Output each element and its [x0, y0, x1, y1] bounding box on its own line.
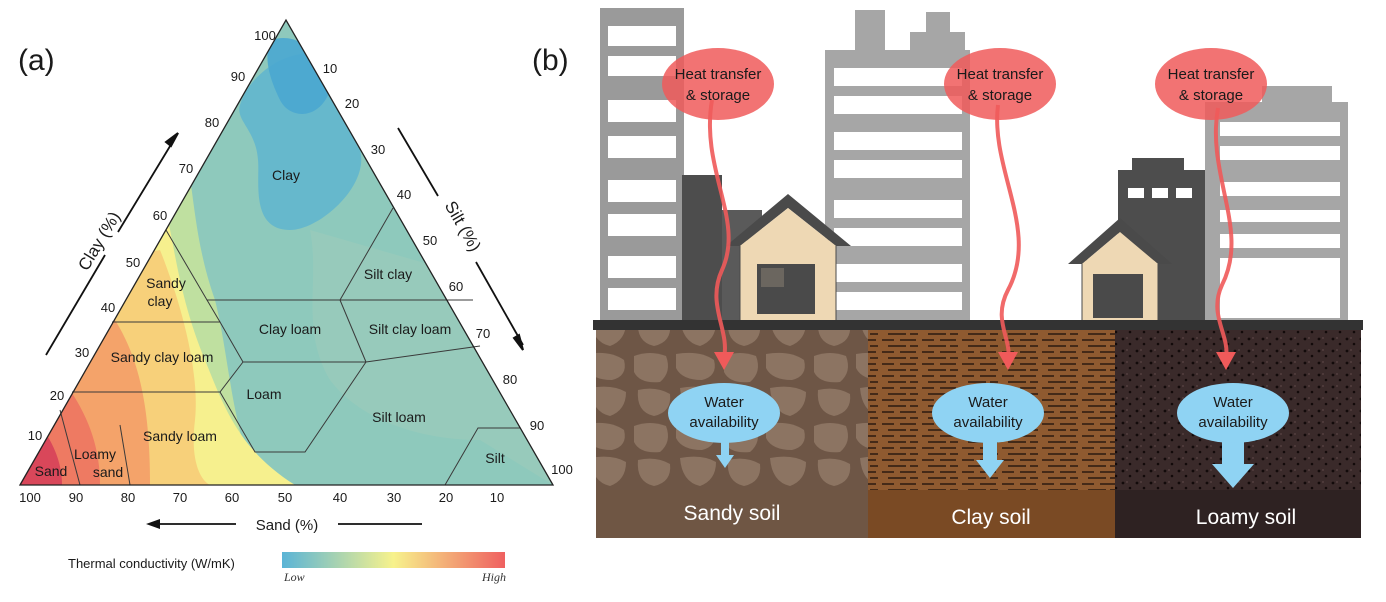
soil-names: Sandy soil Clay soil Loamy soil [684, 502, 1297, 529]
sand-tick: 60 [225, 490, 239, 505]
class-labels: Clay Sandy clay Silt clay Clay loam Silt… [35, 167, 505, 480]
heat-label-line1: Heat transfer [675, 66, 762, 83]
class-sandy-loam: Sandy loam [143, 428, 217, 444]
ground-surface [593, 320, 1363, 330]
class-silt: Silt [485, 450, 505, 466]
class-silt-clay: Silt clay [364, 266, 412, 282]
building-windows [608, 26, 676, 310]
legend-low: Low [283, 570, 305, 584]
water-label-line2: availability [689, 414, 759, 431]
silt-tick: 50 [423, 233, 437, 248]
water-label-line1: Water [1213, 394, 1252, 411]
panel-a-label: (a) [18, 44, 55, 77]
loamy-soil-band [1115, 490, 1361, 538]
heat-labels: Heat transfer & storage Heat transfer & … [662, 48, 1267, 120]
water-label-line2: availability [1198, 414, 1268, 431]
legend-colorbar [282, 552, 505, 568]
sand-tick: 10 [490, 490, 504, 505]
panel-a: (a) [18, 18, 573, 584]
sand-tick: 30 [387, 490, 401, 505]
class-clay: Clay [272, 167, 300, 183]
water-label-line1: Water [968, 394, 1007, 411]
heat-label-line2: & storage [686, 87, 750, 104]
clay-tick: 30 [75, 345, 89, 360]
clay-tick: 20 [50, 388, 64, 403]
sand-axis: Sand (%) [146, 517, 422, 534]
panel-b: (b) [532, 8, 1363, 538]
sand-tick: 70 [173, 490, 187, 505]
clay-tick: 100 [254, 28, 276, 43]
silt-tick: 80 [503, 372, 517, 387]
heat-label-line2: & storage [968, 87, 1032, 104]
silt-ticks: 10 20 30 40 50 60 70 80 90 100 [323, 61, 573, 477]
sand-tick: 100 [19, 490, 41, 505]
silt-tick: 60 [449, 279, 463, 294]
silt-tick: 10 [323, 61, 337, 76]
house-2 [1068, 218, 1172, 325]
clay-tick: 60 [153, 208, 167, 223]
water-indicators: Water availability Water availability Wa… [668, 383, 1289, 488]
heat-flow-arrows [707, 99, 1234, 359]
heat-label-line2: & storage [1179, 87, 1243, 104]
heat-label-line1: Heat transfer [957, 66, 1044, 83]
clay-tick: 10 [28, 428, 42, 443]
sand-tick: 40 [333, 490, 347, 505]
class-loam: Loam [246, 386, 281, 402]
soil-name-loamy: Loamy soil [1196, 506, 1296, 529]
sand-axis-title: Sand (%) [256, 517, 319, 534]
silt-tick: 30 [371, 142, 385, 157]
soil-name-sandy: Sandy soil [684, 502, 781, 525]
silt-tick: 90 [530, 418, 544, 433]
sand-tick: 90 [69, 490, 83, 505]
ternary-outline [18, 18, 555, 486]
sand-tick: 20 [439, 490, 453, 505]
house-1 [726, 194, 851, 325]
legend: Thermal conductivity (W/mK) Low High [68, 552, 506, 584]
sandy-soil-band [596, 490, 868, 538]
class-sandy-clay-1: Sandy [146, 275, 186, 291]
water-label-line2: availability [953, 414, 1023, 431]
class-silt-clay-loam: Silt clay loam [369, 321, 451, 337]
clay-ticks: 10 20 30 40 50 60 70 80 90 100 [28, 28, 276, 443]
class-clay-loam: Clay loam [259, 321, 321, 337]
clay-tick: 80 [205, 115, 219, 130]
building-windows [1220, 122, 1340, 318]
legend-title: Thermal conductivity (W/mK) [68, 556, 235, 571]
class-sandy-clay-2: clay [148, 293, 173, 309]
silt-tick: 70 [476, 326, 490, 341]
heat-label-line1: Heat transfer [1168, 66, 1255, 83]
sand-tick: 80 [121, 490, 135, 505]
clay-tick: 70 [179, 161, 193, 176]
class-sand: Sand [35, 463, 68, 479]
clay-soil-band [868, 490, 1115, 538]
panel-b-label: (b) [532, 44, 569, 77]
legend-high: High [481, 570, 506, 584]
clay-tick: 90 [231, 69, 245, 84]
class-loamy-sand-2: sand [93, 464, 123, 480]
class-sandy-clay-loam: Sandy clay loam [111, 349, 214, 365]
silt-tick: 20 [345, 96, 359, 111]
silt-tick: 100 [551, 462, 573, 477]
sand-ticks: 100 90 80 70 60 50 40 30 20 10 [19, 490, 504, 505]
silt-axis-title: Silt (%) [441, 198, 485, 255]
class-loamy-sand-1: Loamy [74, 446, 116, 462]
silt-tick: 40 [397, 187, 411, 202]
clay-tick: 40 [101, 300, 115, 315]
class-silt-loam: Silt loam [372, 409, 426, 425]
soil-name-clay: Clay soil [951, 506, 1030, 529]
water-label-line1: Water [704, 394, 743, 411]
building-windows [834, 68, 962, 310]
sand-tick: 50 [278, 490, 292, 505]
clay-tick: 50 [126, 255, 140, 270]
heat-arrowheads [714, 352, 1236, 370]
class-boundaries [59, 207, 520, 486]
